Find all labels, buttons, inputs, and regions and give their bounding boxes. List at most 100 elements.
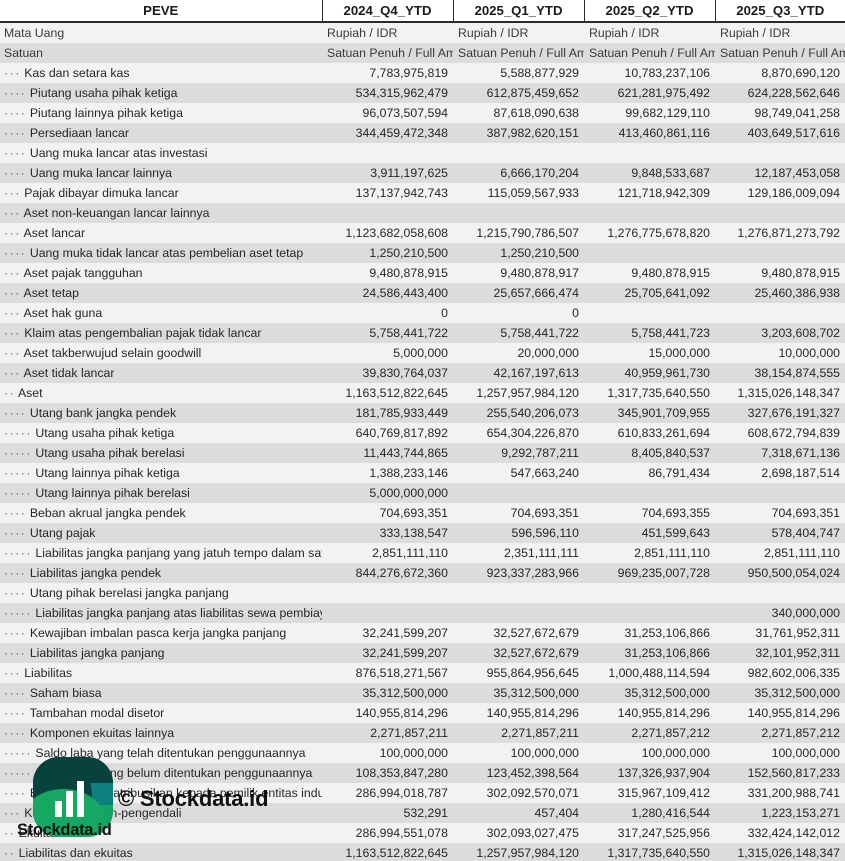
- value-cell[interactable]: 11,443,744,865: [363, 446, 448, 460]
- value-cell[interactable]: 1,163,512,822,645: [345, 386, 448, 400]
- value-cell[interactable]: [584, 203, 715, 223]
- value-cell[interactable]: 2,698,187,514: [761, 466, 840, 480]
- value-cell[interactable]: 9,480,878,915: [761, 266, 840, 280]
- table-row[interactable]: ···· Utang pihak berelasi jangka panjang: [0, 583, 845, 603]
- value-cell[interactable]: 2,271,857,211: [370, 726, 448, 740]
- value-cell[interactable]: 38,154,874,555: [754, 366, 840, 380]
- value-cell[interactable]: 87,618,090,638: [493, 106, 579, 120]
- table-row[interactable]: ···· Saham biasa 35,312,500,000 35,312,500…: [0, 683, 845, 703]
- value-cell[interactable]: 624,228,562,646: [747, 86, 840, 100]
- value-cell[interactable]: [453, 143, 584, 163]
- value-cell[interactable]: 140,955,814,296: [747, 706, 840, 720]
- table-row[interactable]: ···· Uang muka lancar atas investasi: [0, 143, 845, 163]
- value-cell[interactable]: [453, 583, 584, 603]
- value-cell[interactable]: 20,000,000: [517, 346, 579, 360]
- value-cell[interactable]: 1,276,871,273,792: [737, 226, 840, 240]
- value-cell[interactable]: 100,000,000: [771, 746, 840, 760]
- table-row[interactable]: ···· Liabilitas jangka panjang 32,241,599…: [0, 643, 845, 663]
- value-cell[interactable]: 969,235,007,728: [617, 566, 710, 580]
- table-row[interactable]: ····· Saldo laba yang belum ditentukan p…: [0, 763, 845, 783]
- value-cell[interactable]: 315,967,109,412: [617, 786, 710, 800]
- value-cell[interactable]: 344,459,472,348: [355, 126, 448, 140]
- value-cell[interactable]: 1,388,233,146: [369, 466, 448, 480]
- table-row[interactable]: ··· Kas dan setara kas 7,783,975,819 5,588…: [0, 63, 845, 83]
- table-row[interactable]: ···· Kewajiban imbalan pasca kerja jangk…: [0, 623, 845, 643]
- value-cell[interactable]: [584, 483, 715, 503]
- value-cell[interactable]: 99,682,129,110: [625, 106, 710, 120]
- value-cell[interactable]: [453, 603, 584, 623]
- table-row[interactable]: ··· Aset tidak lancar 39,830,764,037 42,16…: [0, 363, 845, 383]
- value-cell[interactable]: 25,460,386,938: [754, 286, 840, 300]
- value-cell[interactable]: 9,480,878,915: [369, 266, 448, 280]
- value-cell[interactable]: [453, 483, 584, 503]
- value-cell[interactable]: 115,059,567,933: [487, 186, 579, 200]
- value-cell[interactable]: 2,851,111,110: [764, 546, 840, 560]
- value-cell[interactable]: 10,783,237,106: [624, 66, 710, 80]
- value-cell[interactable]: [715, 243, 845, 263]
- value-cell[interactable]: 25,657,666,474: [493, 286, 579, 300]
- value-cell[interactable]: 86,791,434: [648, 466, 710, 480]
- value-cell[interactable]: 8,405,840,537: [631, 446, 710, 460]
- value-cell[interactable]: 31,761,952,311: [755, 626, 840, 640]
- table-row[interactable]: ··· Aset tetap 24,586,443,400 25,657,666,4…: [0, 283, 845, 303]
- table-row[interactable]: ··· Klaim atas pengembalian pajak tidak …: [0, 323, 845, 343]
- value-cell[interactable]: [584, 243, 715, 263]
- value-cell[interactable]: 608,672,794,839: [747, 426, 840, 440]
- table-row[interactable]: ·· Liabilitas dan ekuitas 1,163,512,822,6…: [0, 843, 845, 861]
- value-cell[interactable]: 35,312,500,000: [362, 686, 448, 700]
- value-cell[interactable]: 32,101,952,311: [755, 646, 840, 660]
- value-cell[interactable]: 0: [441, 306, 448, 320]
- table-row[interactable]: ···· Beban akrual jangka pendek 704,693,3…: [0, 503, 845, 523]
- value-cell[interactable]: 25,705,641,092: [624, 286, 710, 300]
- value-cell[interactable]: [322, 203, 453, 223]
- value-cell[interactable]: 40,959,961,730: [624, 366, 710, 380]
- value-cell[interactable]: 1,317,735,640,550: [607, 846, 710, 860]
- value-cell[interactable]: 140,955,814,296: [355, 706, 448, 720]
- table-row[interactable]: ····· Liabilitas jangka panjang yang jat…: [0, 543, 845, 563]
- value-cell[interactable]: 5,000,000,000: [369, 486, 448, 500]
- table-row[interactable]: ··· Aset hak guna 0 0: [0, 303, 845, 323]
- value-cell[interactable]: 345,901,709,955: [617, 406, 710, 420]
- value-cell[interactable]: 1,317,735,640,550: [607, 386, 710, 400]
- value-cell[interactable]: 387,982,620,151: [486, 126, 579, 140]
- value-cell[interactable]: 32,241,599,207: [362, 646, 448, 660]
- value-cell[interactable]: 9,292,787,211: [501, 446, 579, 460]
- table-row[interactable]: ··· Aset non-keuangan lancar lainnya: [0, 203, 845, 223]
- value-cell[interactable]: 15,000,000: [648, 346, 710, 360]
- value-cell[interactable]: 9,480,878,915: [631, 266, 710, 280]
- value-cell[interactable]: 596,596,110: [511, 526, 579, 540]
- value-cell[interactable]: [715, 143, 845, 163]
- value-cell[interactable]: 5,758,441,723: [631, 326, 710, 340]
- table-row[interactable]: ···· Uang muka lancar lainnya 3,911,197,6…: [0, 163, 845, 183]
- value-cell[interactable]: 451,599,643: [641, 526, 710, 540]
- value-cell[interactable]: 42,167,197,613: [493, 366, 579, 380]
- value-cell[interactable]: 534,315,962,479: [355, 86, 448, 100]
- table-row[interactable]: ···· Piutang lainnya pihak ketiga 96,073,…: [0, 103, 845, 123]
- table-row[interactable]: ····· Utang lainnya pihak ketiga 1,388,23…: [0, 463, 845, 483]
- value-cell[interactable]: 108,353,847,280: [355, 766, 448, 780]
- value-cell[interactable]: [715, 483, 845, 503]
- value-cell[interactable]: 1,280,416,544: [631, 806, 710, 820]
- value-cell[interactable]: 35,312,500,000: [624, 686, 710, 700]
- value-cell[interactable]: 332,424,142,012: [747, 826, 840, 840]
- value-cell[interactable]: 1,123,682,058,608: [345, 226, 448, 240]
- value-cell[interactable]: 302,093,027,475: [486, 826, 579, 840]
- value-cell[interactable]: 10,000,000: [778, 346, 840, 360]
- value-cell[interactable]: [584, 143, 715, 163]
- value-cell[interactable]: 413,460,861,116: [618, 126, 710, 140]
- value-cell[interactable]: [584, 583, 715, 603]
- value-cell[interactable]: 950,500,054,024: [747, 566, 840, 580]
- value-cell[interactable]: 123,452,398,564: [486, 766, 579, 780]
- value-cell[interactable]: 876,518,271,567: [355, 666, 448, 680]
- value-cell[interactable]: 621,281,975,492: [617, 86, 710, 100]
- table-row[interactable]: ···· Utang bank jangka pendek 181,785,933…: [0, 403, 845, 423]
- value-cell[interactable]: 844,276,672,360: [355, 566, 448, 580]
- value-cell[interactable]: 24,586,443,400: [362, 286, 448, 300]
- value-cell[interactable]: 3,203,608,702: [761, 326, 840, 340]
- table-row[interactable]: ···· Persediaan lancar 344,459,472,348 387…: [0, 123, 845, 143]
- value-cell[interactable]: 955,864,956,645: [486, 666, 579, 680]
- value-cell[interactable]: 340,000,000: [771, 606, 840, 620]
- value-cell[interactable]: 1,223,153,271: [761, 806, 840, 820]
- value-cell[interactable]: 8,870,690,120: [761, 66, 840, 80]
- table-row[interactable]: ····· Utang usaha pihak ketiga 640,769,81…: [0, 423, 845, 443]
